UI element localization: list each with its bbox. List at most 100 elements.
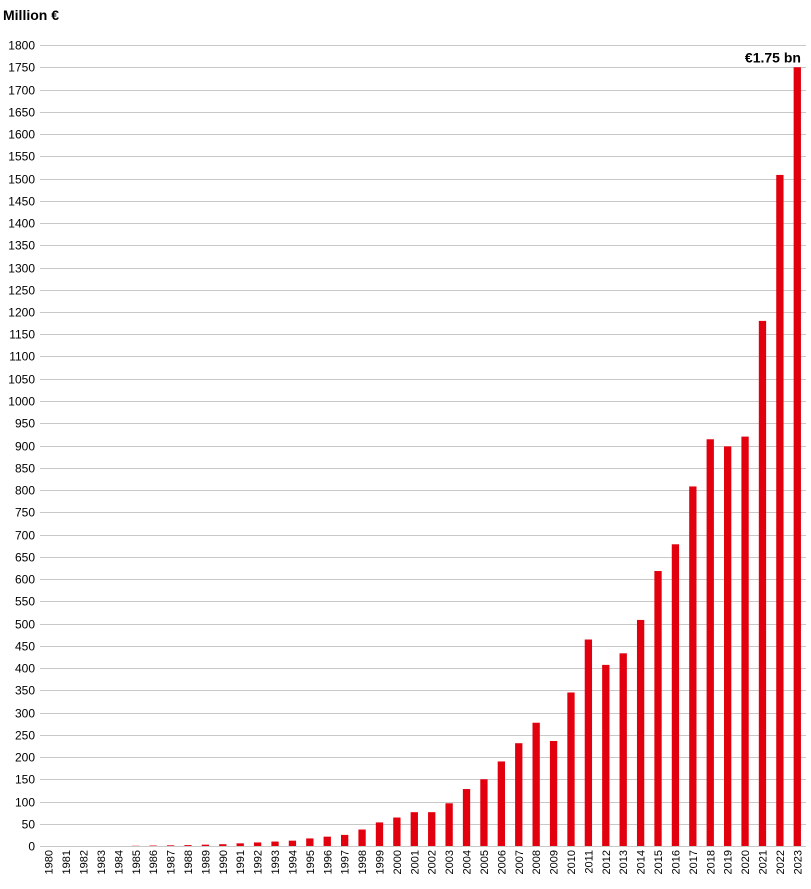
bar-2006 [497,761,505,846]
y-tick-label: 1750 [8,61,35,75]
bar-2015 [654,570,662,846]
y-tick-label: 1800 [8,39,35,53]
x-tick-label: 1983 [96,850,108,874]
x-tick-label: 1982 [79,850,91,874]
x-tick-label: 2003 [444,850,456,874]
y-tick-label: 950 [15,417,35,431]
x-tick-label: 2000 [392,850,404,874]
bar-2017 [689,486,697,846]
bar-2010 [567,692,575,846]
y-tick-label: 550 [15,595,35,609]
y-tick-label: 900 [15,440,35,454]
y-tick-label: 200 [15,751,35,765]
x-tick-label: 2019 [723,850,735,874]
y-tick-label: 350 [15,684,35,698]
x-tick-label: 1991 [235,850,247,874]
bar-2014 [636,619,645,846]
x-tick-label: 1992 [253,850,265,874]
x-tick-label: 1984 [113,850,125,874]
bar-1988 [184,845,192,846]
bar-2001 [410,812,418,846]
y-tick-label: 1350 [8,239,35,253]
y-tick-label: 1650 [8,106,35,120]
x-tick-label: 1994 [287,850,299,874]
y-tick-label: 1550 [8,150,35,164]
y-tick-label: 150 [15,773,35,787]
y-tick-label: 1250 [8,284,35,298]
x-tick-label: 2023 [792,850,804,874]
bar-1991 [236,843,244,846]
x-tick-label: 2011 [583,850,595,874]
x-tick-label: 2016 [670,850,682,874]
x-tick-label: 1986 [148,850,160,874]
y-tick-label: 0 [28,840,35,854]
x-tick-label: 2014 [636,850,648,874]
bar-1994 [288,840,297,846]
x-tick-label: 2005 [479,850,491,874]
x-tick-label: 1987 [166,850,178,874]
bar-2016 [671,544,680,846]
bar-2000 [393,817,401,846]
y-tick-label: 1700 [8,84,35,98]
x-tick-label: 1985 [131,850,143,874]
y-tick-label: 1500 [8,173,35,187]
y-tick-label: 1050 [8,373,35,387]
bar-1998 [358,829,366,846]
x-tick-label: 2013 [618,850,630,874]
y-tick-label: 1100 [9,350,35,364]
bar-annotation: €1.75 bn [745,49,801,65]
x-tick-label: 1981 [61,850,73,874]
bar-2007 [515,743,523,846]
x-tick-label: 2018 [705,850,717,874]
x-tick-label: 1989 [200,850,212,874]
bar-2011 [584,639,593,846]
x-tick-label: 1988 [183,850,195,874]
x-tick-label: 1990 [218,850,230,874]
bar-2009 [549,740,558,846]
x-tick-label: 1997 [340,850,352,874]
y-tick-label: 300 [15,707,35,721]
bar-1999 [375,822,384,846]
y-tick-label: 450 [15,640,35,654]
x-tick-label: 1980 [44,850,56,874]
bar-2018 [706,439,714,846]
x-tick-label: 2020 [740,850,752,874]
x-tick-label: 2015 [653,850,665,874]
x-tick-label: 2017 [688,850,700,874]
y-tick-label: 1000 [8,395,35,409]
y-axis-unit-label: Million € [3,7,59,23]
x-tick-label: 1995 [305,850,317,874]
bar-2013 [619,653,627,846]
x-tick-label: 2022 [775,850,787,874]
y-tick-label: 750 [15,506,35,520]
x-tick-label: 2001 [409,850,421,874]
y-tick-label: 800 [15,484,35,498]
y-tick-label: 850 [15,462,35,476]
bar-2002 [428,812,436,846]
x-tick-label: 2004 [462,850,474,874]
y-tick-label: 600 [15,573,35,587]
x-tick-label: 2021 [757,850,769,874]
bar-2019 [724,446,732,846]
bar-2022 [776,174,784,846]
y-tick-label: 500 [15,618,35,632]
bar-2008 [532,722,540,846]
bar-2023 [793,67,801,846]
x-tick-label: 2009 [549,850,561,874]
x-tick-label: 1999 [374,850,386,874]
bar-2003 [445,803,453,846]
x-tick-label: 1993 [270,850,282,874]
y-tick-label: 50 [22,818,36,832]
y-tick-label: 700 [15,529,35,543]
bar-1995 [306,838,314,846]
y-tick-label: 100 [15,796,35,810]
y-tick-label: 250 [15,729,35,743]
x-tick-label: 2007 [514,850,526,874]
y-tick-label: 1450 [8,195,35,209]
x-tick-label: 2012 [601,850,613,874]
y-tick-label: 1150 [9,328,35,342]
bar-1990 [219,844,227,846]
x-tick-label: 2006 [496,850,508,874]
bar-1996 [323,836,331,846]
